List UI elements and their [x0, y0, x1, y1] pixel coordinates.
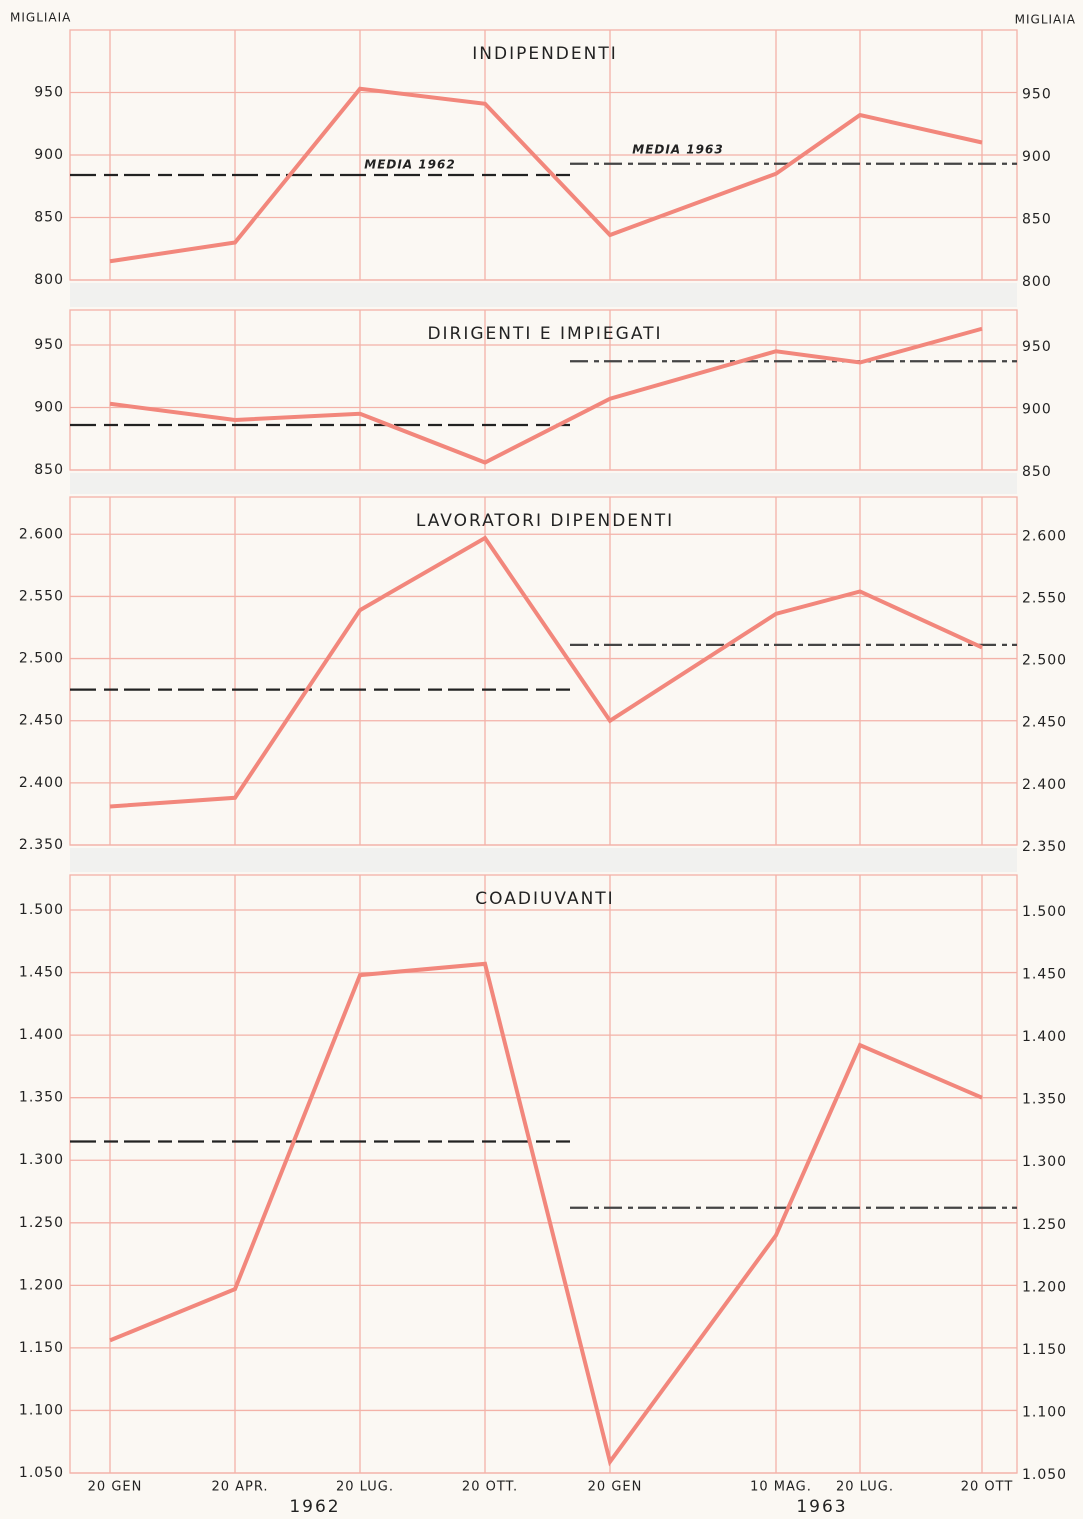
panel-title: INDIPENDENTI: [472, 44, 618, 64]
average-label: MEDIA 1962: [364, 158, 455, 172]
y-tick-label-right: 2.450: [1022, 715, 1067, 731]
y-tick-label: 1.350: [19, 1090, 64, 1106]
y-tick-label: 2.500: [19, 651, 64, 667]
y-tick-label: 1.400: [19, 1027, 64, 1043]
y-tick-label: 1.500: [19, 902, 64, 918]
panel-title: DIRIGENTI E IMPIEGATI: [427, 324, 662, 344]
y-tick-label-right: 850: [1022, 212, 1052, 228]
y-tick-label: 1.100: [19, 1402, 64, 1418]
panel-gap: [70, 848, 1017, 872]
axis-label-right: MIGLIAIA: [1015, 13, 1076, 27]
y-tick-label: 2.450: [19, 713, 64, 729]
y-tick-label: 950: [34, 85, 64, 101]
y-tick-label-right: 950: [1022, 339, 1052, 355]
panel-title: COADIUVANTI: [475, 889, 614, 909]
y-tick-label-right: 1.200: [1022, 1279, 1067, 1295]
y-tick-label: 1.200: [19, 1277, 64, 1293]
x-tick-label: 20 LUG.: [836, 1480, 894, 1495]
panel-title: LAVORATORI DIPENDENTI: [416, 511, 674, 531]
y-tick-label-right: 2.600: [1022, 528, 1067, 544]
data-line: [109, 86, 983, 264]
y-tick-label-right: 2.500: [1022, 653, 1067, 669]
panel-frame: [69, 496, 1018, 846]
data-line: [109, 961, 983, 1467]
y-tick-label: 1.150: [19, 1340, 64, 1356]
y-tick-label: 800: [34, 272, 64, 288]
y-tick-label: 2.400: [19, 775, 64, 791]
y-tick-label-right: 1.250: [1022, 1217, 1067, 1233]
panel-gap: [70, 283, 1017, 307]
year-label: 1962: [289, 1497, 340, 1517]
y-tick-label: 1.300: [19, 1152, 64, 1168]
year-label: 1963: [796, 1497, 847, 1517]
y-tick-label-right: 2.550: [1022, 590, 1067, 606]
axis-label-left: MIGLIAIA: [10, 11, 71, 25]
y-tick-label: 2.600: [19, 526, 64, 542]
y-tick-label-right: 900: [1022, 149, 1052, 165]
y-tick-label-right: 950: [1022, 87, 1052, 103]
y-tick-label: 1.050: [19, 1465, 64, 1481]
y-tick-label-right: 1.450: [1022, 967, 1067, 983]
y-tick-label-right: 2.400: [1022, 777, 1067, 793]
y-tick-label-right: 850: [1022, 464, 1052, 480]
x-tick-label: 20 LUG.: [336, 1480, 394, 1495]
x-tick-label: 20 GEN: [88, 1480, 143, 1495]
y-tick-label: 850: [34, 462, 64, 478]
y-tick-label: 2.350: [19, 837, 64, 853]
y-tick-label: 2.550: [19, 588, 64, 604]
y-tick-label: 1.450: [19, 965, 64, 981]
y-tick-label-right: 1.350: [1022, 1092, 1067, 1108]
panel-gap: [70, 473, 1017, 494]
x-tick-label: 20 APR.: [211, 1480, 268, 1495]
y-tick-label: 1.250: [19, 1215, 64, 1231]
x-tick-label: 20 OTT: [961, 1480, 1014, 1495]
data-line: [109, 326, 983, 465]
panel-frame: [69, 874, 1018, 1474]
y-tick-label-right: 1.500: [1022, 904, 1067, 920]
data-line: [109, 535, 983, 809]
y-tick-label-right: 1.050: [1022, 1467, 1067, 1483]
y-tick-label: 900: [34, 147, 64, 163]
x-tick-label: 20 OTT.: [462, 1480, 518, 1495]
y-tick-label-right: 1.150: [1022, 1342, 1067, 1358]
y-tick-label-right: 1.400: [1022, 1029, 1067, 1045]
y-tick-label-right: 800: [1022, 274, 1052, 290]
y-tick-label-right: 2.350: [1022, 839, 1067, 855]
y-tick-label-right: 1.300: [1022, 1154, 1067, 1170]
x-tick-label: 20 GEN: [588, 1480, 643, 1495]
y-tick-label: 900: [34, 400, 64, 416]
y-tick-label-right: 1.100: [1022, 1404, 1067, 1420]
x-tick-label: 10 MAG.: [750, 1480, 812, 1495]
y-tick-label-right: 900: [1022, 402, 1052, 418]
y-tick-label: 950: [34, 337, 64, 353]
average-label: MEDIA 1963: [632, 142, 723, 156]
y-tick-label: 850: [34, 210, 64, 226]
